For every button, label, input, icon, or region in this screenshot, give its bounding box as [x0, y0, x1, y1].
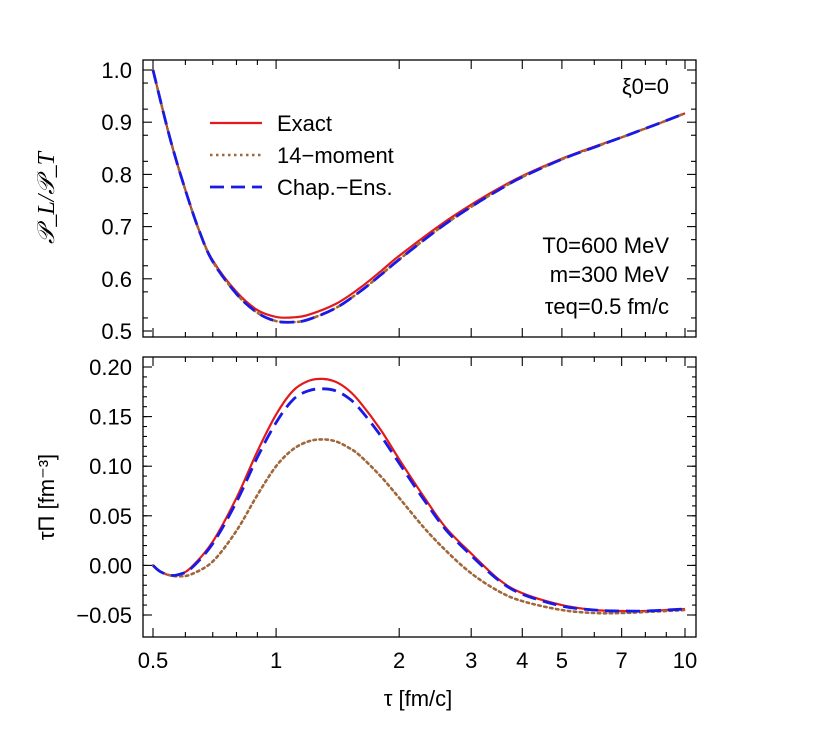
bottom-ytick-label: 0.05 [89, 504, 132, 529]
xtick-label: 3 [465, 648, 477, 673]
bottom-series-14-moment [151, 438, 687, 615]
bottom-ytick-label: −0.05 [76, 603, 132, 628]
xtick-label: 10 [673, 648, 697, 673]
bottom-panel-frame [142, 356, 697, 638]
xtick-label: 5 [556, 648, 568, 673]
xtick-label: 4 [516, 648, 528, 673]
top-ytick-label: 0.6 [101, 267, 132, 292]
top-ytick-label: 0.8 [101, 162, 132, 187]
mass-annotation: m=300 MeV [550, 262, 670, 287]
legend-label-14-moment: 14−moment [277, 143, 394, 168]
top-ytick-label: 1.0 [101, 58, 132, 83]
bottom-ytick-label: 0.10 [89, 454, 132, 479]
axis-ticks: 1.0 0.9 0.8 0.7 0.6 0.5 0.20 0.15 0.10 0.05 0.00 −0… [76, 58, 697, 673]
top-panel-frame [142, 59, 697, 338]
tau-eq-annotation: τeq=0.5 fm/c [545, 294, 669, 319]
T0-annotation: T0=600 MeV [542, 233, 669, 258]
legend: Exact 14−moment Chap.−Ens. [210, 111, 394, 200]
top-ytick-label: 0.5 [101, 319, 132, 344]
bottom-ytick-label: 0.20 [89, 355, 132, 380]
bottom-series-exact [152, 377, 686, 613]
bottom-ylabel: τΠ [fm⁻³] [34, 454, 59, 540]
xi0-annotation: ξ0=0 [622, 74, 669, 99]
bottom-ytick-label: 0.00 [89, 553, 132, 578]
top-ylabel: 𝒫_L/𝒫_T [34, 150, 60, 244]
xtick-label: 7 [616, 648, 628, 673]
top-series-chap-ens- [151, 69, 686, 324]
legend-label-chapman-enskog: Chap.−Ens. [277, 175, 393, 200]
xtick-label: 1 [270, 648, 282, 673]
xlabel: τ [fm/c] [384, 686, 453, 711]
top-ytick-label: 0.7 [101, 215, 132, 240]
xtick-label: 2 [393, 648, 405, 673]
top-plot-area [151, 68, 687, 324]
legend-label-exact: Exact [277, 111, 332, 136]
bottom-ytick-label: 0.15 [89, 405, 132, 430]
bottom-plot-area [151, 377, 687, 615]
top-ytick-label: 0.9 [101, 110, 132, 135]
bottom-series-chap-ens- [152, 387, 686, 613]
xtick-label: 0.5 [138, 648, 169, 673]
